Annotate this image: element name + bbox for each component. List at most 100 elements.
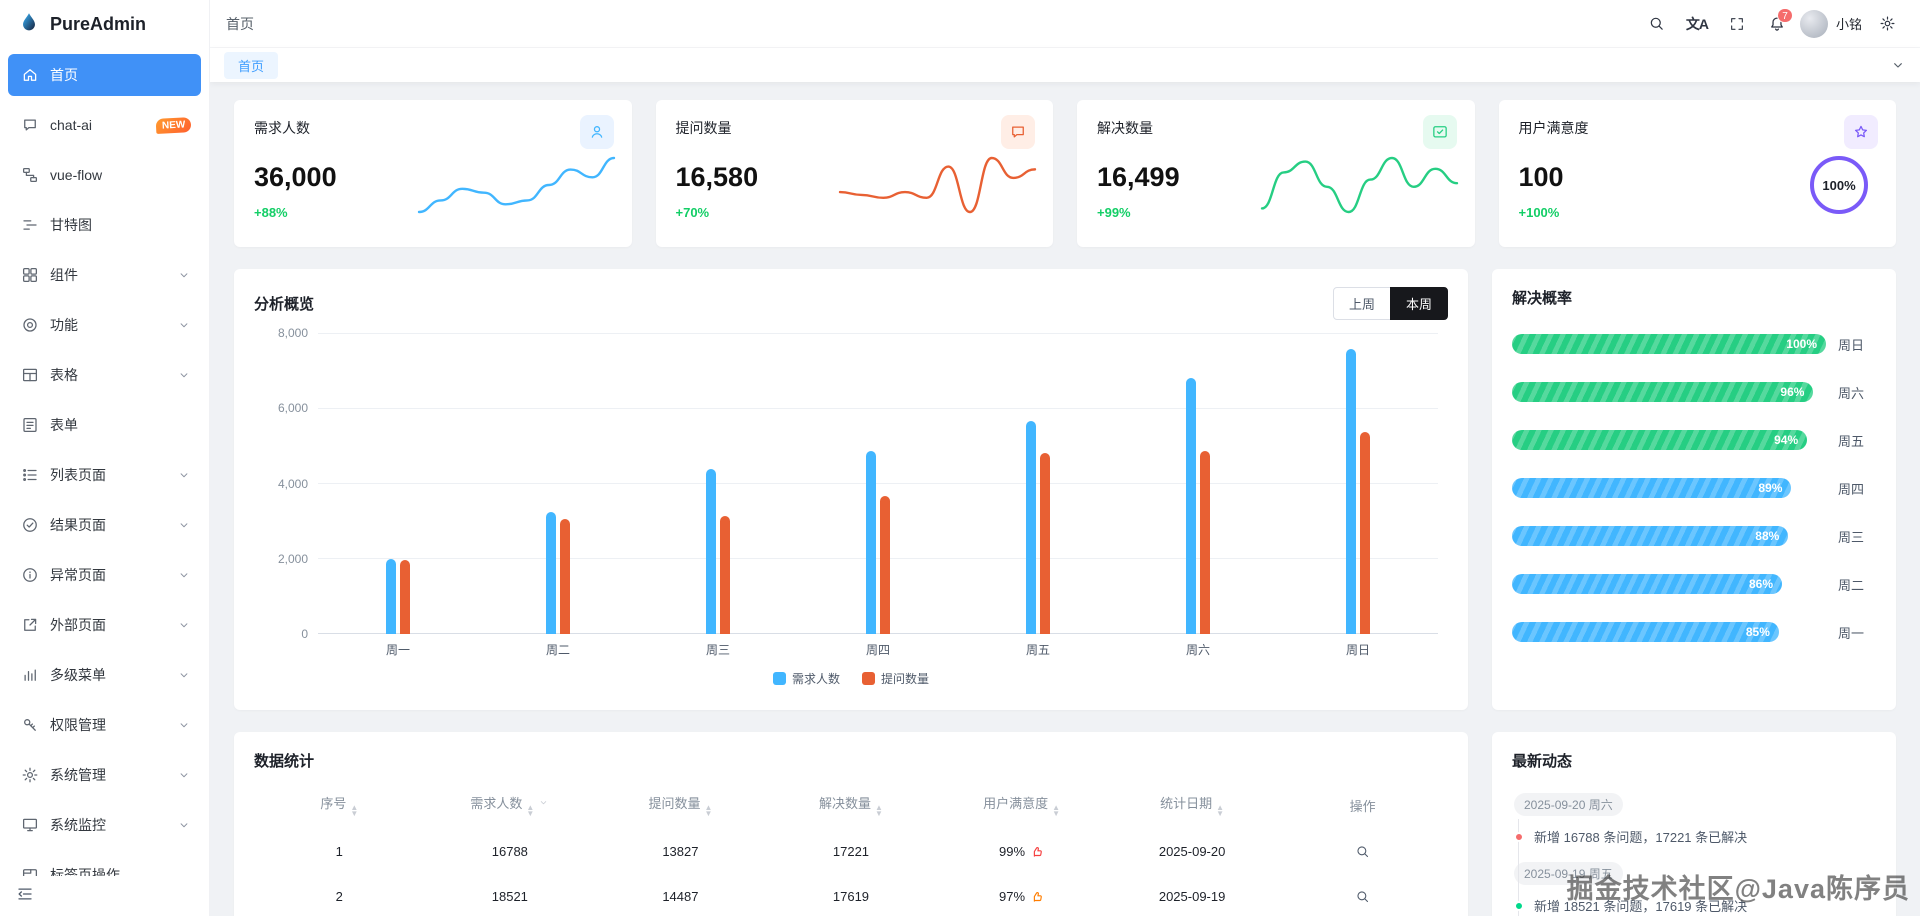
fullscreen-icon[interactable] — [1720, 7, 1754, 41]
bar-提问数量-周四[interactable] — [880, 496, 890, 634]
settings-gear-icon[interactable] — [1870, 7, 1904, 41]
stat-delta: +100% — [1518, 205, 1560, 220]
stat-delta: +88% — [254, 205, 288, 220]
sidebar-item-12[interactable]: 多级菜单 — [8, 654, 201, 696]
column-header-2[interactable]: 提问数量 ▲ ▼ — [648, 796, 713, 818]
column-header-4[interactable]: 用户满意度 ▲ ▼ — [983, 796, 1060, 818]
bar-提问数量-周五[interactable] — [1040, 453, 1050, 634]
sidebar-item-7[interactable]: 表单 — [8, 404, 201, 446]
sidebar-item-13[interactable]: 权限管理 — [8, 704, 201, 746]
column-header-1[interactable]: 需求人数 ▲ ▼ — [425, 781, 596, 829]
sidebar-item-label: 标签页操作 — [50, 867, 120, 876]
analysis-title: 分析概览 — [254, 296, 315, 313]
sort-icon[interactable]: ▲ ▼ — [875, 803, 883, 818]
column-header-5[interactable]: 统计日期 ▲ ▼ — [1160, 796, 1225, 818]
sidebar-item-16[interactable]: 标签页操作 — [8, 854, 201, 876]
rate-row-周五: 94% 周五 — [1512, 430, 1876, 450]
sidebar-item-0[interactable]: 首页 — [8, 54, 201, 96]
stat-title: 用户满意度 — [1518, 120, 1589, 136]
breadcrumb[interactable]: 首页 — [226, 15, 254, 32]
x-axis-label: 周六 — [1185, 643, 1210, 657]
bar-提问数量-周日[interactable] — [1360, 431, 1370, 634]
sort-icon[interactable]: ▲ ▼ — [1216, 803, 1225, 818]
gridline: 4,000 — [278, 477, 1438, 491]
chevron-down-icon — [177, 618, 191, 632]
collapse-icon — [16, 885, 34, 908]
sidebar-item-11[interactable]: 外部页面 — [8, 604, 201, 646]
row-search-button[interactable] — [1352, 841, 1373, 862]
tab-home[interactable]: 首页 — [224, 51, 279, 79]
x-axis-label: 周三 — [705, 643, 730, 657]
sidebar-item-4[interactable]: 组件 — [8, 254, 201, 296]
sidebar-item-5[interactable]: 功能 — [8, 304, 201, 346]
username[interactable]: 小铭 — [1835, 17, 1862, 32]
rate-value: 96% — [1780, 385, 1805, 399]
sort-icon[interactable]: ▲ ▼ — [350, 803, 359, 818]
avatar[interactable] — [1799, 9, 1828, 38]
sidebar-item-1[interactable]: chat-ai NEW — [8, 104, 201, 146]
table-cell: 2 — [335, 889, 343, 904]
form-icon — [20, 415, 40, 435]
sidebar-collapse-button[interactable] — [0, 876, 209, 916]
tabs-chevron-down-icon[interactable] — [1890, 57, 1906, 73]
y-axis-label: 2,000 — [277, 551, 308, 566]
table-cell: 13827 — [662, 844, 699, 859]
gridline: 8,000 — [278, 326, 1438, 340]
rate-value: 86% — [1749, 577, 1774, 591]
bar-提问数量-周二[interactable] — [560, 518, 570, 634]
bar-需求人数-周四[interactable] — [866, 450, 876, 634]
row-search-button[interactable] — [1352, 886, 1373, 907]
gridline: 0 — [301, 627, 1438, 641]
translate-icon[interactable]: 文A — [1685, 15, 1709, 32]
bar-group-周一 — [318, 334, 478, 634]
last-week-button[interactable]: 上周 — [1332, 287, 1391, 320]
column-header-3[interactable]: 解决数量 ▲ ▼ — [819, 796, 883, 818]
legend-item-提问数量[interactable]: 提问数量 — [862, 670, 929, 687]
new-badge: NEW — [155, 116, 192, 134]
bar-提问数量-周三[interactable] — [720, 516, 730, 634]
sidebar-item-9[interactable]: 结果页面 — [8, 504, 201, 546]
list-icon — [20, 465, 40, 485]
sidebar-item-14[interactable]: 系统管理 — [8, 754, 201, 796]
sidebar-item-6[interactable]: 表格 — [8, 354, 201, 396]
stat-card-row: 需求人数 36,000 +88% 提问数量 16,580 +70% 解决数量 16,499 +9… — [234, 100, 1896, 247]
activity-panel: 最新动态 2025-09-20 周六 新增 16788 条问题，17221 条已解… — [1492, 732, 1896, 916]
stat-value: 36,000 — [254, 162, 337, 192]
bar-需求人数-周六[interactable] — [1186, 378, 1196, 634]
gridline: 6,000 — [278, 401, 1438, 415]
filter-chevron-icon[interactable] — [538, 797, 549, 808]
this-week-button[interactable]: 本周 — [1389, 287, 1448, 320]
sidebar-item-8[interactable]: 列表页面 — [8, 454, 201, 496]
gantt-icon — [20, 215, 40, 235]
x-axis-label: 周四 — [865, 643, 890, 657]
sort-icon[interactable]: ▲ ▼ — [704, 803, 713, 818]
chevron-down-icon — [177, 268, 191, 282]
rate-value: 85% — [1745, 625, 1770, 639]
bar-需求人数-周三[interactable] — [706, 469, 716, 634]
bar-chart: 0 2,000 4,000 6,000 8,000 周一 周二 周三 周四 周五 周六 周日 需求人… — [254, 326, 1448, 687]
bar-需求人数-周日[interactable] — [1346, 349, 1356, 634]
bar-提问数量-周六[interactable] — [1200, 450, 1210, 634]
activity-title: 最新动态 — [1512, 753, 1573, 770]
bar-需求人数-周五[interactable] — [1026, 421, 1036, 634]
sort-icon[interactable]: ▲ ▼ — [1052, 803, 1060, 818]
bar-group-周日 — [1278, 334, 1438, 634]
bar-提问数量-周一[interactable] — [400, 559, 410, 634]
sidebar-item-10[interactable]: 异常页面 — [8, 554, 201, 596]
legend-item-需求人数[interactable]: 需求人数 — [772, 670, 840, 687]
sort-icon[interactable]: ▲ ▼ — [526, 803, 535, 818]
bar-需求人数-周二[interactable] — [546, 512, 556, 634]
logo[interactable]: PureAdmin — [0, 0, 209, 48]
sidebar-item-15[interactable]: 系统监控 — [8, 804, 201, 846]
search-icon[interactable] — [1640, 7, 1674, 41]
solve-rate-list: 100% 周日 96% 周六 94% 周五 89% 周四 88% 周三 86% 周二 85% 周一 — [1512, 334, 1876, 642]
tab-bar: 首页 — [210, 48, 1920, 82]
notification-bell-icon[interactable]: 7 — [1760, 7, 1794, 41]
sidebar-item-2[interactable]: vue-flow — [8, 154, 201, 196]
legend-swatch — [772, 672, 786, 685]
column-header-0[interactable]: 序号 ▲ ▼ — [320, 796, 359, 818]
sidebar-item-3[interactable]: 甘特图 — [8, 204, 201, 246]
rate-row-周四: 89% 周四 — [1512, 478, 1876, 498]
bar-需求人数-周一[interactable] — [386, 559, 396, 634]
